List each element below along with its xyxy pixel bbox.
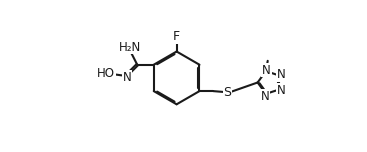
Text: H₂N: H₂N [119, 41, 141, 54]
Text: N: N [123, 71, 131, 84]
Text: N: N [277, 84, 286, 97]
Text: N: N [261, 90, 269, 103]
Text: N: N [277, 68, 286, 81]
Text: F: F [173, 30, 180, 43]
Text: S: S [224, 86, 232, 99]
Text: HO: HO [97, 67, 115, 80]
Text: N: N [262, 64, 271, 76]
